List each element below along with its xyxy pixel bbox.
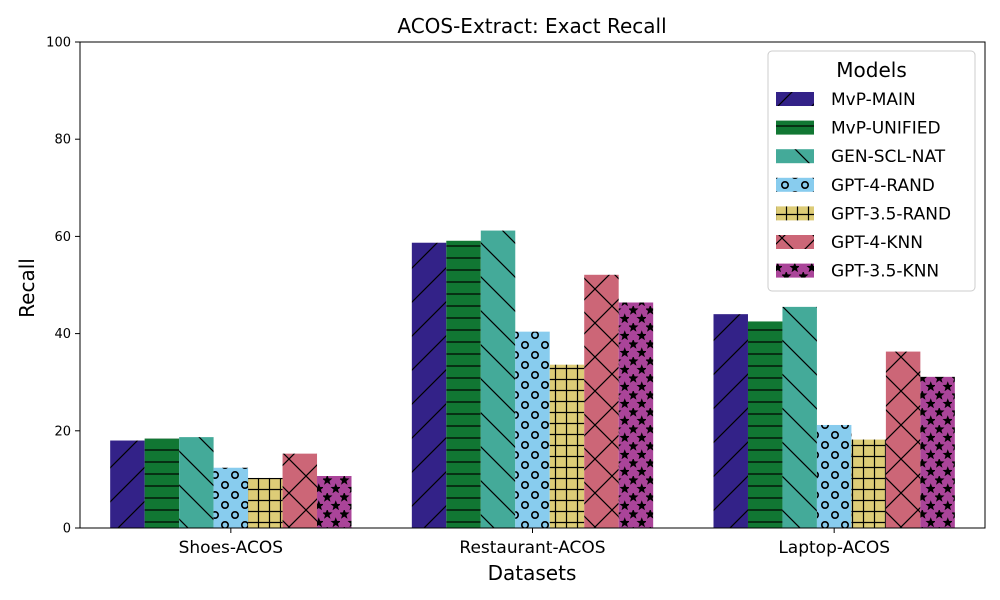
y-tick-label: 20	[54, 424, 71, 439]
legend-title: Models	[836, 58, 906, 82]
bar-mvp-main-shoes-acos	[110, 440, 145, 528]
bar-gpt-3.5-rand-restaurant-acos	[549, 364, 585, 528]
bar-gpt-4-knn-laptop-acos	[885, 351, 921, 528]
bar-gpt-4-knn-shoes-acos	[282, 453, 318, 528]
x-tick-label: Restaurant-ACOS	[459, 538, 605, 558]
legend-swatch	[776, 149, 814, 164]
bar-gpt-3.5-knn-restaurant-acos	[618, 302, 654, 528]
bar-gpt-3.5-knn-laptop-acos	[920, 376, 955, 528]
bar-mvp-unified-laptop-acos	[747, 321, 783, 528]
bar-gen-scl-nat-restaurant-acos	[480, 230, 516, 528]
legend-entry: GPT-3.5-RAND	[831, 204, 951, 224]
legend-entry: MvP-UNIFIED	[831, 119, 941, 139]
bar-gpt-4-rand-laptop-acos	[816, 424, 852, 528]
y-axis-label: Recall	[15, 258, 39, 318]
bars-group	[110, 230, 955, 528]
x-axis-label: Datasets	[488, 561, 577, 585]
axes-group: 0 20 40 60 80 100 Shoes-ACOS Restaurant-ACOS Lap…	[46, 36, 986, 558]
legend-entry: GEN-SCL-NAT	[831, 147, 946, 167]
legend-swatch	[776, 235, 814, 249]
bar-gen-scl-nat-laptop-acos	[782, 306, 817, 528]
bar-mvp-main-laptop-acos	[713, 314, 748, 528]
legend: Models MvP-MAIN MvP-UNIFIED GEN-SCL-NAT GPT-…	[767, 50, 976, 292]
bar-gpt-4-rand-shoes-acos	[213, 467, 249, 528]
bar-mvp-main-restaurant-acos	[411, 242, 447, 528]
legend-entry: MvP-MAIN	[831, 90, 916, 110]
legend-swatch	[776, 120, 814, 135]
bar-gpt-3.5-rand-shoes-acos	[248, 477, 283, 528]
legend-entry: GPT-4-KNN	[831, 233, 923, 253]
y-tick-label: 100	[46, 36, 71, 51]
legend-entry: GPT-4-RAND	[831, 176, 935, 196]
bar-gpt-3.5-knn-shoes-acos	[317, 476, 352, 528]
legend-swatch	[776, 263, 814, 278]
bar-gen-scl-nat-shoes-acos	[179, 437, 214, 528]
legend-swatch	[776, 206, 814, 221]
legend-box	[767, 50, 976, 292]
legend-swatch	[776, 92, 814, 106]
bar-gpt-3.5-rand-laptop-acos	[851, 439, 886, 528]
y-tick-label: 40	[54, 327, 71, 342]
y-tick-label: 80	[54, 133, 71, 148]
x-tick-label: Laptop-ACOS	[778, 538, 890, 558]
bar-gpt-4-rand-restaurant-acos	[515, 331, 550, 528]
y-tick-label: 0	[63, 522, 71, 537]
bar-mvp-unified-shoes-acos	[144, 438, 180, 528]
legend-entry: GPT-3.5-KNN	[831, 262, 939, 282]
y-tick-label: 60	[54, 230, 71, 245]
x-tick-label: Shoes-ACOS	[179, 538, 283, 558]
legend-swatch	[776, 177, 814, 192]
chart-title: ACOS-Extract: Exact Recall	[397, 14, 666, 38]
bar-gpt-4-knn-restaurant-acos	[584, 274, 619, 528]
bar-mvp-unified-restaurant-acos	[446, 240, 481, 528]
